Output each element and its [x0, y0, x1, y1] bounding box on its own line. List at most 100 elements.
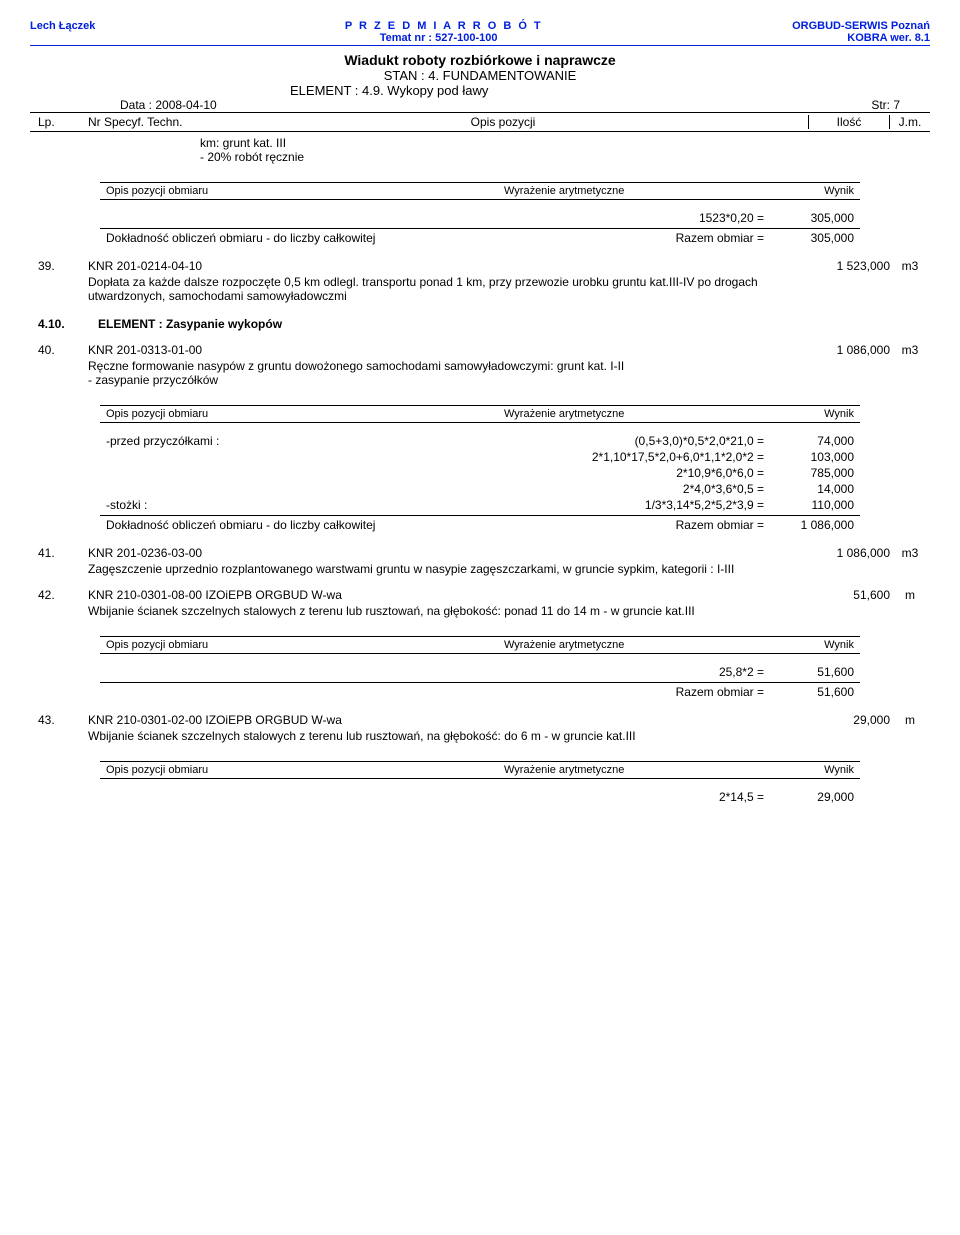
obmiar-h1: Opis pozycji obmiaru [100, 764, 504, 776]
item-code: KNR 210-0301-02-00 IZOiEPB ORGBUD W-wa [88, 713, 800, 727]
section-no: 4.10. [30, 317, 98, 331]
obmiar-expr: 1523*0,20 = [504, 211, 764, 225]
obmiar-expr: 1/3*3,14*5,2*5,2*3,9 = [504, 498, 764, 512]
item-qty: 1 086,000 [810, 546, 890, 576]
doc-title: Wiadukt roboty rozbiórkowe i naprawcze [30, 52, 930, 68]
obmiar-h3: Wynik [764, 764, 860, 776]
section-4-10: 4.10. ELEMENT : Zasypanie wykopów [30, 317, 930, 331]
obmiar-h2: Wyrażenie arytmetyczne [504, 764, 764, 776]
obmiar-subtotal: Dokładność obliczeń obmiaru - do liczby … [100, 228, 860, 247]
obmiar-line: 1523*0,20 = 305,000 [100, 210, 860, 226]
item-42: 42. KNR 210-0301-08-00 IZOiEPB ORGBUD W-… [30, 588, 930, 618]
obmiar-subtotal: Dokładność obliczeń obmiaru - do liczby … [100, 515, 860, 534]
obmiar-val: 51,600 [764, 665, 860, 679]
item-qty: 1 086,000 [810, 343, 890, 387]
item-qty: 51,600 [810, 588, 890, 618]
item-unit: m [890, 713, 930, 743]
obmiar-line: -przed przyczółkami :(0,5+3,0)*0,5*2,0*2… [100, 433, 860, 449]
obmiar-box-43: Opis pozycji obmiaru Wyrażenie arytmetyc… [100, 761, 860, 805]
doc-element: ELEMENT : 4.9. Wykopy pod ławy [290, 83, 930, 98]
item-43: 43. KNR 210-0301-02-00 IZOiEPB ORGBUD W-… [30, 713, 930, 743]
item-desc: Wbijanie ścianek szczelnych stalowych z … [88, 729, 800, 743]
obmiar-header: Opis pozycji obmiaru Wyrażenie arytmetyc… [100, 636, 860, 654]
obmiar-subtotal-label: Dokładność obliczeń obmiaru - do liczby … [100, 231, 504, 245]
obmiar-subtotal-expr: Razem obmiar = [504, 685, 764, 699]
doc-page: Str: 7 [871, 98, 900, 112]
obmiar-h3: Wynik [764, 408, 860, 420]
item-desc: Zagęszczenie uprzednio rozplantowanego w… [88, 562, 800, 576]
item-code: KNR 210-0301-08-00 IZOiEPB ORGBUD W-wa [88, 588, 800, 602]
item-desc: Dopłata za każde dalsze rozpoczęte 0,5 k… [88, 275, 800, 303]
col-jm: J.m. [889, 115, 930, 129]
obmiar-header: Opis pozycji obmiaru Wyrażenie arytmetyc… [100, 761, 860, 779]
item-desc-wrap: KNR 201-0214-04-10 Dopłata za każde dals… [88, 259, 810, 303]
column-headers: Lp. Nr Specyf. Techn. Opis pozycji Ilość… [30, 112, 930, 132]
obmiar-box-40: Opis pozycji obmiaru Wyrażenie arytmetyc… [100, 405, 860, 534]
item-code: KNR 201-0236-03-00 [88, 546, 800, 560]
obmiar-expr: 25,8*2 = [504, 665, 764, 679]
item-code: KNR 201-0214-04-10 [88, 259, 800, 273]
obmiar-val: 14,000 [764, 482, 860, 496]
item-desc-wrap: KNR 210-0301-02-00 IZOiEPB ORGBUD W-wa W… [88, 713, 810, 743]
obmiar-box-42: Opis pozycji obmiaru Wyrażenie arytmetyc… [100, 636, 860, 701]
item-desc-wrap: KNR 210-0301-08-00 IZOiEPB ORGBUD W-wa W… [88, 588, 810, 618]
obmiar-subtotal-expr: Razem obmiar = [504, 231, 764, 245]
item-desc: Ręczne formowanie nasypów z gruntu dowoż… [88, 359, 800, 387]
obmiar-label [100, 482, 504, 496]
obmiar-h1: Opis pozycji obmiaru [100, 408, 504, 420]
obmiar-h2: Wyrażenie arytmetyczne [504, 408, 764, 420]
doc-date: Data : 2008-04-10 [120, 98, 217, 112]
item-no: 42. [30, 588, 88, 618]
obmiar-label [100, 450, 504, 464]
obmiar-subtotal-label: Dokładność obliczeń obmiaru - do liczby … [100, 518, 504, 532]
obmiar-line: 2*14,5 = 29,000 [100, 789, 860, 805]
section-txt: ELEMENT : Zasypanie wykopów [98, 317, 930, 331]
header-row-1: Lech Łączek P R Z E D M I A R R O B Ó T … [30, 20, 930, 32]
obmiar-expr: (0,5+3,0)*0,5*2,0*21,0 = [504, 434, 764, 448]
header-row-2: Temat nr : 527-100-100 KOBRA wer. 8.1 [30, 32, 930, 46]
col-nrspec: Nr Specyf. Techn. [88, 115, 198, 129]
obmiar-h2: Wyrażenie arytmetyczne [504, 639, 764, 651]
item-41: 41. KNR 201-0236-03-00 Zagęszczenie uprz… [30, 546, 930, 576]
item-desc-wrap: KNR 201-0313-01-00 Ręczne formowanie nas… [88, 343, 810, 387]
obmiar-subtotal-val: 1 086,000 [764, 518, 860, 532]
obmiar-label [100, 466, 504, 480]
obmiar-expr: 2*4,0*3,6*0,5 = [504, 482, 764, 496]
obmiar-label: -stożki : [100, 498, 504, 512]
col-ilosc: Ilość [808, 115, 889, 129]
obmiar-label: -przed przyczółkami : [100, 434, 504, 448]
obmiar-val: 29,000 [764, 790, 860, 804]
obmiar-subtotal-val: 305,000 [764, 231, 860, 245]
obmiar-header: Opis pozycji obmiaru Wyrażenie arytmetyc… [100, 405, 860, 423]
header-center-1: P R Z E D M I A R R O B Ó T [345, 20, 543, 32]
meta-row: Data : 2008-04-10 Str: 7 [30, 98, 930, 112]
item-no: 43. [30, 713, 88, 743]
obmiar-h3: Wynik [764, 639, 860, 651]
col-opis: Opis pozycji [198, 115, 808, 129]
obmiar-val: 74,000 [764, 434, 860, 448]
obmiar-header: Opis pozycji obmiaru Wyrażenie arytmetyc… [100, 182, 860, 200]
obmiar-subtotal: Razem obmiar = 51,600 [100, 682, 860, 701]
obmiar-expr: 2*1,10*17,5*2,0+6,0*1,1*2,0*2 = [504, 450, 764, 464]
header-right-2: KOBRA wer. 8.1 [847, 32, 930, 44]
obmiar-val: 305,000 [764, 211, 860, 225]
item-39: 39. KNR 201-0214-04-10 Dopłata za każde … [30, 259, 930, 303]
item-qty: 29,000 [810, 713, 890, 743]
obmiar-line: -stożki :1/3*3,14*5,2*5,2*3,9 =110,000 [100, 497, 860, 513]
obmiar-h1: Opis pozycji obmiaru [100, 639, 504, 651]
header-right-1: ORGBUD-SERWIS Poznań [792, 20, 930, 32]
item-unit: m3 [890, 259, 930, 303]
obmiar-h1: Opis pozycji obmiaru [100, 185, 504, 197]
item-no: 41. [30, 546, 88, 576]
obmiar-box-1: Opis pozycji obmiaru Wyrażenie arytmetyc… [100, 182, 860, 247]
obmiar-expr: 2*10,9*6,0*6,0 = [504, 466, 764, 480]
obmiar-h2: Wyrażenie arytmetyczne [504, 185, 764, 197]
obmiar-subtotal-val: 51,600 [764, 685, 860, 699]
obmiar-line: 2*1,10*17,5*2,0+6,0*1,1*2,0*2 =103,000 [100, 449, 860, 465]
item-unit: m3 [890, 343, 930, 387]
item-40: 40. KNR 201-0313-01-00 Ręczne formowanie… [30, 343, 930, 387]
header-center-2: Temat nr : 527-100-100 [380, 32, 498, 44]
item-qty: 1 523,000 [810, 259, 890, 303]
item-desc-wrap: KNR 201-0236-03-00 Zagęszczenie uprzedni… [88, 546, 810, 576]
obmiar-line: 25,8*2 = 51,600 [100, 664, 860, 680]
